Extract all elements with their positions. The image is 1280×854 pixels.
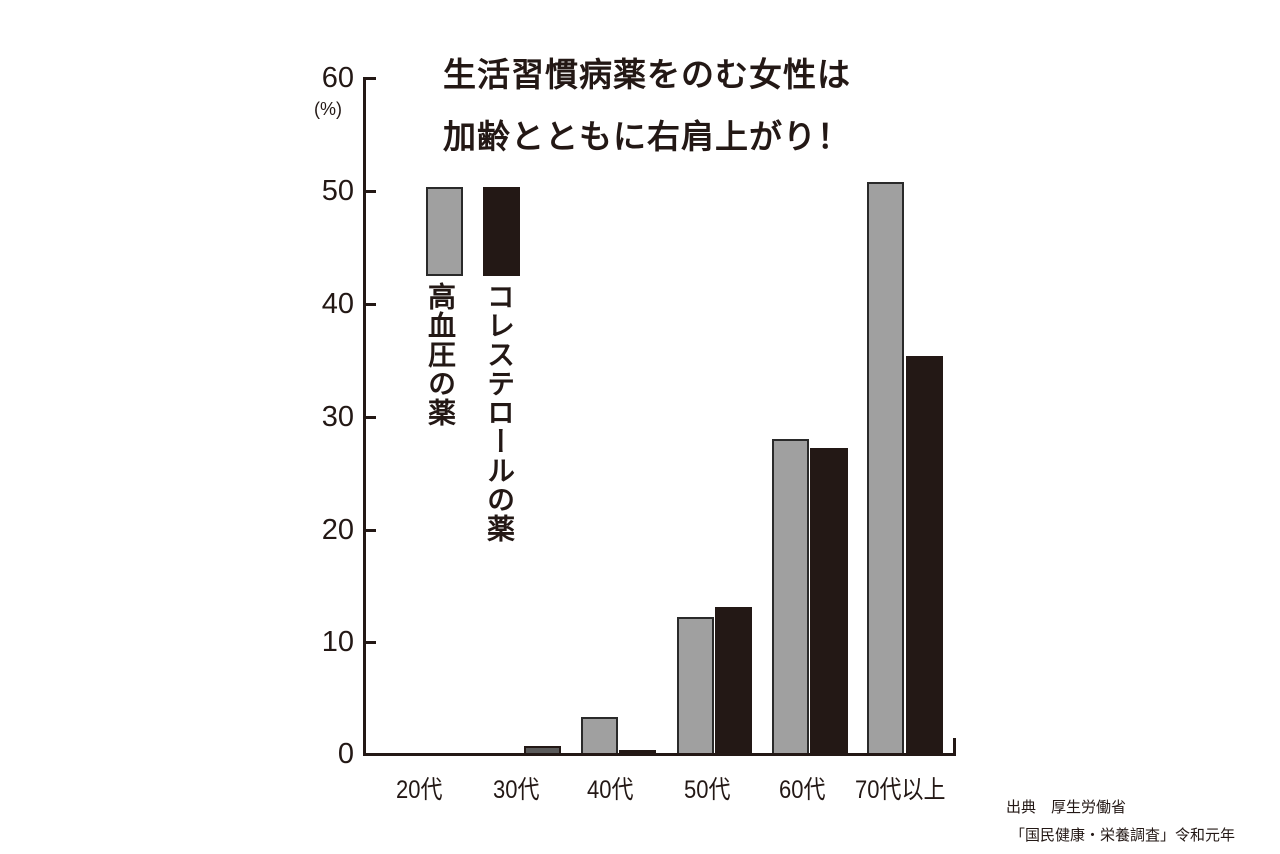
- y-tick-30: [363, 416, 376, 419]
- legend-swatch-hypertension: [426, 187, 463, 276]
- x-label-20s: 20代: [396, 776, 443, 804]
- x-axis-end-tick: [953, 738, 956, 756]
- source-line2: 「国民健康・栄養調査」令和元年: [1010, 826, 1236, 844]
- bar-70s-hypertension: [867, 182, 904, 754]
- y-tick-label-50: 50: [321, 175, 354, 207]
- bar-60s-hypertension: [772, 439, 809, 754]
- y-tick-10: [363, 641, 376, 644]
- x-label-70s-over: 70代以上: [855, 776, 946, 804]
- bar-40s-cholesterol: [619, 750, 656, 754]
- legend-label-hypertension: 高血圧の薬: [424, 282, 457, 427]
- y-tick-label-10: 10: [321, 626, 354, 658]
- y-tick-20: [363, 529, 376, 532]
- y-tick-label-30: 30: [321, 401, 354, 433]
- x-label-60s: 60代: [779, 776, 826, 804]
- x-label-40s: 40代: [587, 776, 634, 804]
- y-tick-60: [363, 77, 376, 80]
- bar-60s-cholesterol: [810, 448, 848, 754]
- x-axis-line: [363, 753, 956, 756]
- source-line1: 出典 厚生労働省: [1006, 798, 1127, 816]
- y-axis-unit: (%): [314, 99, 342, 119]
- y-tick-40: [363, 303, 376, 306]
- bar-50s-hypertension: [677, 617, 714, 754]
- legend-label-cholesterol: コレステロールの薬: [483, 282, 516, 543]
- y-tick-label-0: 0: [337, 738, 354, 770]
- y-tick-50: [363, 190, 376, 193]
- bar-50s-cholesterol: [715, 607, 752, 754]
- y-tick-label-60: 60: [321, 62, 354, 94]
- chart-title-line1: 生活習慣病薬をのむ女性は: [443, 55, 851, 94]
- x-label-30s: 30代: [493, 776, 540, 804]
- legend-swatch-cholesterol: [483, 187, 520, 276]
- bar-30s-cholesterol: [524, 746, 561, 754]
- y-tick-label-20: 20: [321, 514, 354, 546]
- bar-40s-hypertension: [581, 717, 618, 754]
- y-tick-label-40: 40: [321, 288, 354, 320]
- chart-title-line2: 加齢とともに右肩上がり！: [443, 117, 851, 156]
- x-label-50s: 50代: [684, 776, 731, 804]
- bar-70s-cholesterol: [906, 356, 943, 754]
